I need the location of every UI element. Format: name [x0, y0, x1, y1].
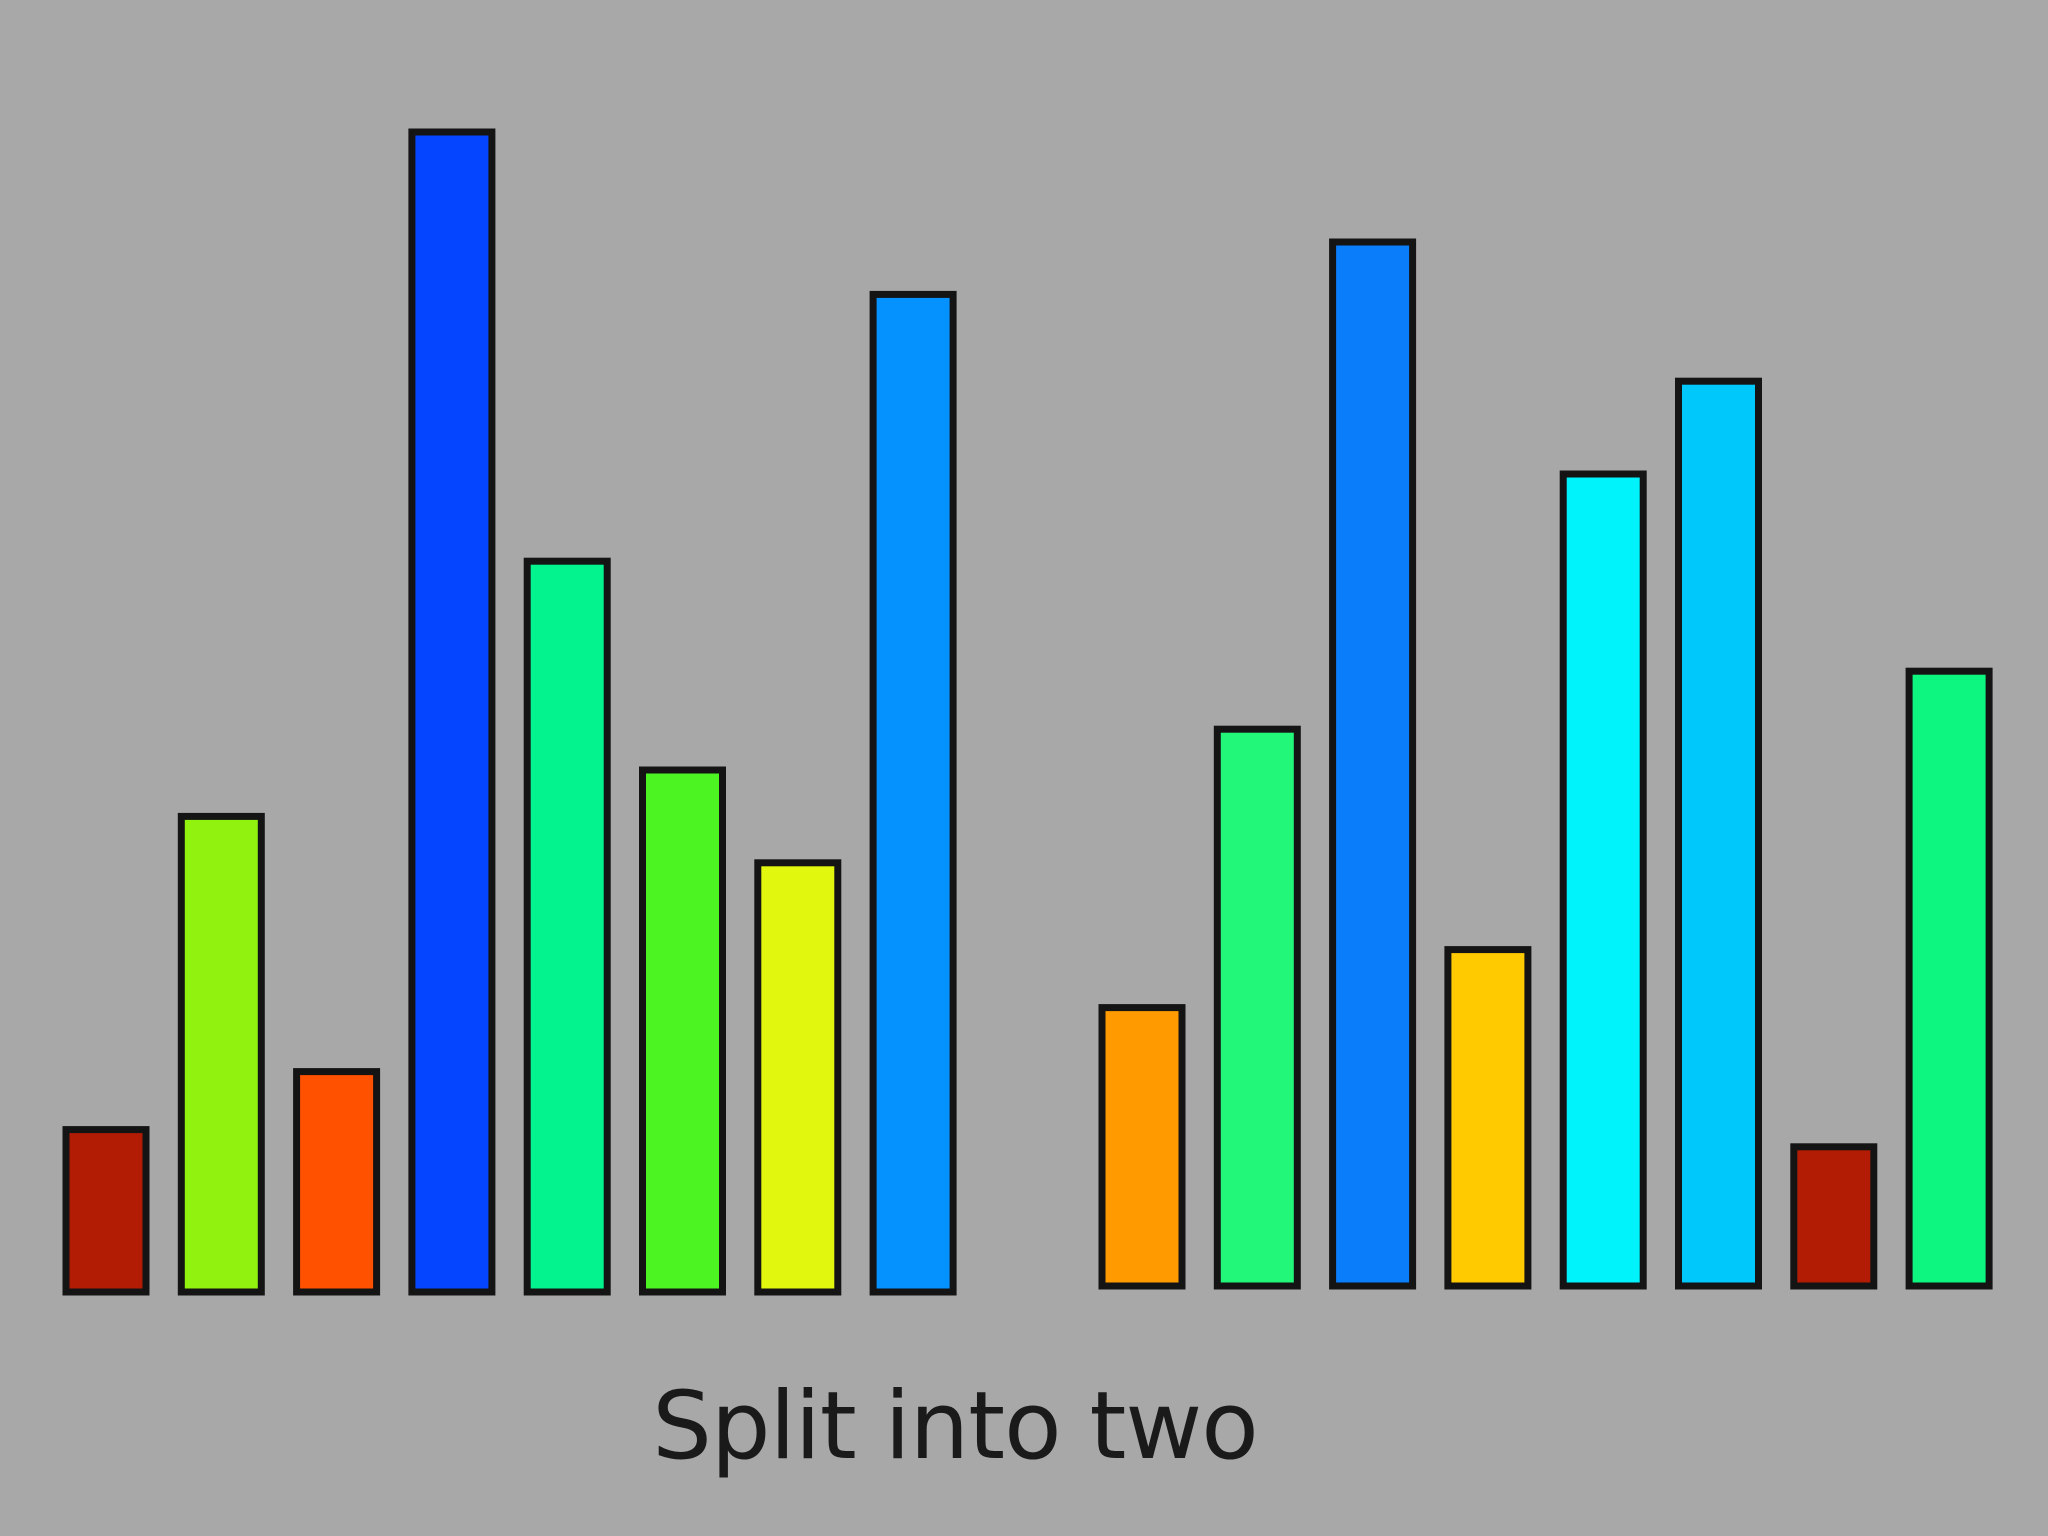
bar-1-5	[523, 557, 611, 1296]
bar-2-6	[1675, 377, 1762, 1290]
bar-2-2	[1213, 725, 1301, 1290]
bar-charts	[62, 128, 1993, 1296]
bar-2-3	[1329, 238, 1417, 1290]
bar-1-8	[869, 290, 957, 1296]
bar-2-8	[1905, 667, 1993, 1290]
bar-2-7	[1790, 1143, 1878, 1290]
bar-group-2	[1098, 238, 1993, 1290]
bar-group-1	[62, 128, 957, 1296]
bar-1-7	[754, 859, 842, 1296]
bar-2-4	[1444, 946, 1532, 1290]
bar-1-2	[177, 812, 265, 1296]
bar-1-4	[408, 128, 496, 1296]
slide-caption: Split into two	[652, 1372, 1259, 1481]
bar-1-6	[639, 766, 726, 1296]
bar-1-3	[293, 1068, 381, 1296]
bar-2-1	[1098, 1004, 1186, 1290]
bar-2-5	[1559, 470, 1647, 1290]
bar-1-1	[62, 1126, 150, 1296]
